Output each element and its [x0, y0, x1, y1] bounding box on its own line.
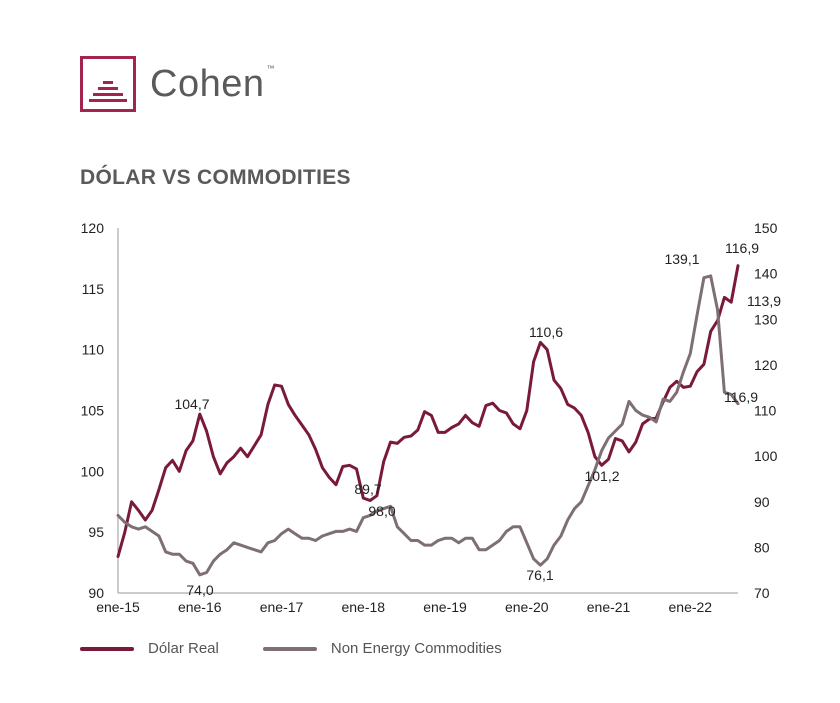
y-left-tick-label: 120 [81, 220, 105, 236]
data-label: 139,1 [664, 251, 699, 267]
series-line-dolar-real [116, 264, 740, 558]
data-label: 116,9 [724, 389, 758, 405]
legend-item-dolar-real: Dólar Real [80, 640, 219, 657]
series-line-commodities [116, 274, 740, 577]
x-tick-label: ene-19 [423, 599, 467, 615]
x-tick-label: ene-18 [341, 599, 385, 615]
y-right-tick-label: 80 [754, 539, 770, 555]
x-tick-label: ene-15 [96, 599, 140, 615]
data-label: 110,6 [529, 324, 563, 340]
chart-annotations: 104,7 74,0 89,7 98,0 110,6 76,1 101,2 139,1 116,… [174, 240, 781, 598]
chart-axes: 90 95 100 105 110 115 120 70 80 90 100 110 120 130 140… [81, 220, 778, 615]
x-tick-label: ene-17 [260, 599, 304, 615]
data-label: 74,0 [186, 582, 213, 598]
y-left-tick-label: 105 [81, 403, 105, 419]
legend-item-commodities: Non Energy Commodities [262, 640, 502, 657]
chart-title: DÓLAR VS COMMODITIES [80, 166, 351, 189]
y-right-tick-label: 140 [754, 266, 778, 282]
legend-swatch-dolar-real [80, 646, 134, 651]
brand-name: Cohen [150, 62, 265, 105]
cohen-logo-icon [80, 56, 136, 112]
legend-label-dolar-real: Dólar Real [148, 640, 219, 657]
x-tick-label: ene-20 [505, 599, 549, 615]
y-right-tick-label: 70 [754, 585, 770, 601]
y-right-tick-label: 90 [754, 494, 770, 510]
x-tick-label: ene-21 [587, 599, 631, 615]
y-right-tick-label: 150 [754, 220, 778, 236]
data-label: 89,7 [354, 481, 381, 497]
x-tick-label: ene-22 [669, 599, 713, 615]
chart-legend: Dólar Real Non Energy Commodities [80, 640, 546, 657]
chart-lines [116, 264, 740, 577]
y-right-tick-label: 120 [754, 357, 778, 373]
data-label: 104,7 [174, 396, 209, 412]
y-right-tick-label: 130 [754, 311, 778, 327]
legend-label-commodities: Non Energy Commodities [330, 640, 502, 657]
data-label: 113,9 [747, 293, 781, 309]
y-left-tick-label: 90 [88, 585, 104, 601]
x-tick-label: ene-16 [178, 599, 222, 615]
brand-logo: Cohen ™ [80, 55, 274, 113]
data-label: 98,0 [368, 503, 395, 519]
y-left-tick-label: 95 [88, 524, 104, 540]
y-right-tick-label: 110 [754, 403, 777, 419]
y-right-tick-label: 100 [754, 448, 778, 464]
data-label: 76,1 [526, 567, 553, 583]
data-label: 101,2 [584, 468, 619, 484]
y-left-tick-label: 110 [82, 342, 105, 358]
data-label: 116,9 [725, 240, 759, 256]
y-left-tick-label: 115 [82, 281, 105, 297]
y-left-tick-label: 100 [81, 463, 105, 479]
brand-trademark: ™ [266, 63, 275, 73]
legend-swatch-commodities [262, 646, 317, 651]
